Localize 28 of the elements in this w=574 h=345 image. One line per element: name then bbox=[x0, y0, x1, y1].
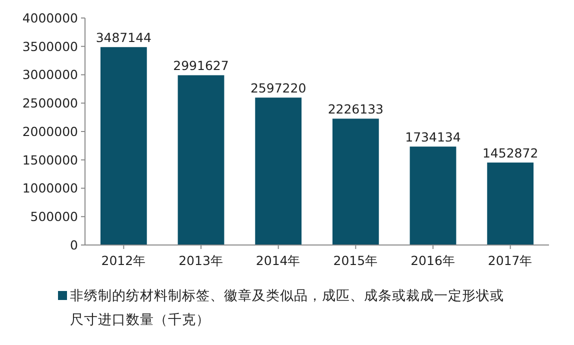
y-tick-label: 1000000 bbox=[22, 180, 78, 196]
x-tick-label: 2015年 bbox=[333, 253, 378, 268]
y-tick-label: 3000000 bbox=[22, 67, 78, 82]
bar bbox=[487, 162, 534, 245]
bar bbox=[410, 146, 456, 245]
x-tick-label: 2017年 bbox=[488, 253, 533, 268]
data-label: 2597220 bbox=[250, 80, 306, 96]
y-tick-label: 2000000 bbox=[22, 124, 78, 139]
x-tick-label: 2012年 bbox=[101, 253, 146, 268]
data-label: 1452872 bbox=[482, 146, 538, 161]
bar bbox=[255, 98, 302, 245]
y-tick-label: 0 bbox=[70, 237, 78, 252]
y-tick-label: 2500000 bbox=[22, 96, 78, 110]
data-label: 1734134 bbox=[405, 130, 461, 145]
x-tick-label: 2013年 bbox=[178, 253, 224, 268]
legend-label: 非绣制的纺材料制标签、徽章及类似品，成匹、成条或裁成一定形状或尺寸进口数量（千克） bbox=[70, 288, 504, 328]
data-label: 3487144 bbox=[96, 30, 152, 46]
data-label: 2991627 bbox=[173, 58, 229, 74]
y-tick-label: 4000000 bbox=[22, 10, 78, 26]
y-tick-label: 1500000 bbox=[22, 152, 78, 168]
bar bbox=[332, 118, 379, 245]
data-label: 2226133 bbox=[328, 102, 384, 117]
bar bbox=[178, 75, 224, 245]
x-tick-label: 2014年 bbox=[256, 253, 301, 268]
x-tick-label: 2016年 bbox=[410, 253, 456, 268]
y-tick-label: 3500000 bbox=[22, 38, 78, 54]
bar bbox=[100, 47, 147, 245]
y-tick-label: 500000 bbox=[30, 209, 78, 224]
